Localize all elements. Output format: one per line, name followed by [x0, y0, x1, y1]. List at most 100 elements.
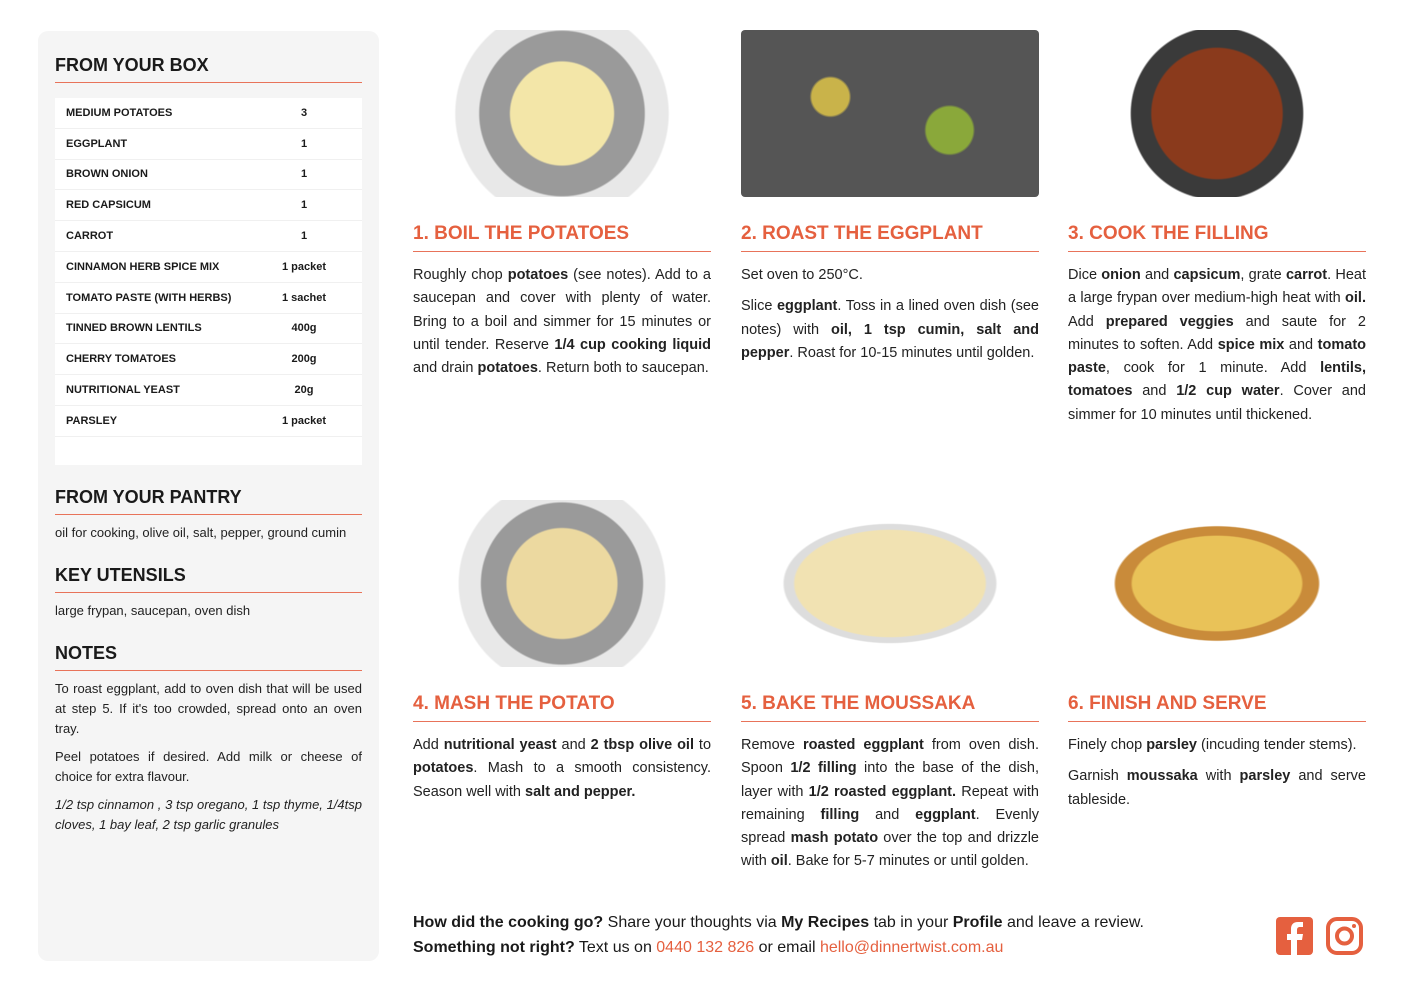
instagram-icon[interactable] [1326, 917, 1363, 955]
ingredient-row: PARSLEY 1 packet [55, 406, 362, 437]
step-text: and [1132, 383, 1177, 400]
step-title: 5. BAKE THE MOUSSAKA [741, 693, 1039, 722]
step-body: Set oven to 250°C. Slice eggplant. Toss i… [741, 264, 1039, 365]
step-text: Remove [741, 737, 804, 753]
ingredient-highlight: potatoes [507, 267, 569, 283]
ingredient-qty: 200g [291, 353, 317, 366]
step-title: 6. FINISH AND SERVE [1068, 693, 1366, 722]
footer-text: Share your thoughts via [603, 914, 782, 931]
step-body: Add nutritional yeast and 2 tbsp olive o… [413, 734, 711, 804]
facebook-icon[interactable] [1276, 917, 1313, 955]
ingredient-highlight: oil, 1 tsp cumin, salt and pepper [741, 321, 1039, 361]
step-text: . Toss in a lined oven dish (see notes) … [741, 298, 1039, 338]
ingredient-qty: 1 [300, 137, 308, 150]
ingredient-highlight: parsley [1239, 768, 1291, 785]
ingredient-name: BROWN ONION [66, 168, 148, 181]
ingredient-name: RED CAPSICUM [66, 199, 151, 212]
ingredient-highlight: 1/2 cup water [1176, 383, 1280, 400]
step-text: . Heat a large frypan over medium-high h… [1068, 267, 1367, 307]
ingredient-name: EGGPLANT [66, 137, 128, 150]
ingredient-highlight: filling [820, 806, 860, 823]
step-text: . Roast for 10-15 minutes until golden. [789, 344, 1035, 361]
step-text: . Mash to a smooth consistency. Season w… [413, 760, 711, 800]
ingredient-row: CARROT 1 [55, 221, 362, 252]
ingredient-name: TINNED BROWN LENTILS [66, 322, 202, 335]
pantry-text: oil for cooking, olive oil, salt, pepper… [55, 524, 347, 540]
ingredient-name: PARSLEY [66, 414, 118, 427]
email-link[interactable]: hello@dinnertwist.com.au [819, 939, 1004, 956]
ingredient-row: CHERRY TOMATOES 200g [55, 344, 362, 376]
step-text: Dice [1068, 267, 1102, 283]
ingredient-highlight: lentils, tomatoes [1068, 360, 1366, 400]
ingredient-highlight: eggplant [915, 806, 976, 823]
step-text: Roughly chop [413, 267, 508, 283]
ingredient-name: CHERRY TOMATOES [66, 353, 177, 366]
step-text: from oven dish. Spoon [741, 737, 1039, 777]
step-paragraph: Dice onion and capsicum, grate carrot. H… [1068, 264, 1366, 427]
ingredients-table: MEDIUM POTATOES 3 EGGPLANT 1 BROWN ONION 1 RED… [55, 98, 362, 465]
ingredient-highlight: tomato paste [1068, 336, 1367, 377]
step-paragraph: Remove roasted eggplant from oven dish. … [741, 734, 1039, 874]
step-photo [741, 500, 1039, 667]
utensils-title: KEY UTENSILS [55, 565, 362, 593]
step-text: Garnish [1068, 768, 1127, 785]
step-text: and serve tableside. [1068, 768, 1366, 808]
step-body: Dice onion and capsicum, grate carrot. H… [1068, 264, 1366, 427]
step-photo [413, 500, 711, 667]
ingredient-row: TINNED BROWN LENTILS 400g [55, 314, 362, 345]
step-photo [1068, 30, 1366, 197]
step-text: Repeat with remaining [741, 783, 1039, 823]
step-2: 2. ROAST THE EGGPLANT Set oven to 250°C.… [741, 30, 1039, 373]
step-text: (see notes). Add to a saucepan and cover… [413, 267, 711, 353]
step-photo [1068, 500, 1366, 667]
ingredient-name: TOMATO PASTE (WITH HERBS) [66, 291, 232, 304]
ingredient-qty: 1 packet [281, 260, 327, 273]
note-spice-mix: 1/2 tsp cinnamon , 3 tsp oregano, 1 tsp … [55, 796, 362, 832]
pantry-title: FROM YOUR PANTRY [55, 487, 362, 515]
step-photo [413, 30, 711, 197]
step-3: 3. COOK THE FILLING Dice onion and capsi… [1068, 30, 1366, 435]
step-text: Add [1068, 313, 1106, 330]
step-text: , grate [1240, 267, 1286, 283]
ingredient-qty: 3 [300, 106, 308, 119]
ingredient-highlight: prepared veggies [1105, 313, 1234, 330]
footer-question: How did the cooking go? [413, 914, 604, 931]
ingredient-row: EGGPLANT 1 [55, 129, 362, 160]
step-text: . Return both to saucepan. [537, 360, 709, 377]
utensils-text: large frypan, saucepan, oven dish [55, 602, 251, 618]
step-text: and [859, 806, 916, 823]
step-text: . Bake for 5-7 minutes or until golden. [787, 853, 1029, 870]
notes-title: NOTES [55, 643, 362, 671]
ingredient-qty: 20g [294, 384, 314, 397]
step-paragraph: Set oven to 250°C. [741, 264, 1039, 287]
ingredient-qty: 1 [300, 168, 308, 181]
step-text: into the base of the dish, layer with [741, 760, 1040, 800]
footer-text: tab in your [869, 914, 953, 931]
step-text: and drain [413, 360, 478, 377]
ingredient-highlight: potatoes [477, 360, 538, 377]
footer-text: or email [754, 939, 820, 956]
ingredient-highlight: parsley [1146, 737, 1197, 753]
step-paragraph: Slice eggplant. Toss in a lined oven dis… [741, 295, 1039, 365]
step-title: 4. MASH THE POTATO [413, 693, 711, 722]
ingredient-row: BROWN ONION 1 [55, 160, 362, 191]
step-text: Add [413, 737, 444, 753]
step-text: Finely chop [1068, 737, 1147, 753]
footer: How did the cooking go? Share your thoug… [413, 910, 1144, 960]
ingredient-highlight: eggplant [776, 298, 838, 315]
step-text: and [556, 737, 591, 753]
ingredient-highlight: potatoes [413, 760, 474, 777]
step-body: Roughly chop potatoes (see notes). Add t… [413, 264, 711, 380]
step-body: Finely chop parsley (incuding tender ste… [1068, 734, 1366, 812]
step-text: . Cover and simmer for 10 minutes until … [1068, 383, 1366, 423]
ingredient-qty: 1 [300, 230, 308, 243]
ingredient-name: CARROT [66, 230, 114, 243]
my-recipes-text: My Recipes [781, 914, 870, 931]
footer-text: and leave a review. [1002, 914, 1144, 931]
step-text: (incuding tender stems). [1196, 737, 1357, 753]
phone-link[interactable]: 0440 132 826 [656, 939, 755, 956]
ingredient-highlight: moussaka [1126, 768, 1198, 785]
step-title: 3. COOK THE FILLING [1068, 223, 1366, 252]
ingredient-row: RED CAPSICUM 1 [55, 190, 362, 222]
ingredient-qty: 1 [300, 199, 308, 212]
